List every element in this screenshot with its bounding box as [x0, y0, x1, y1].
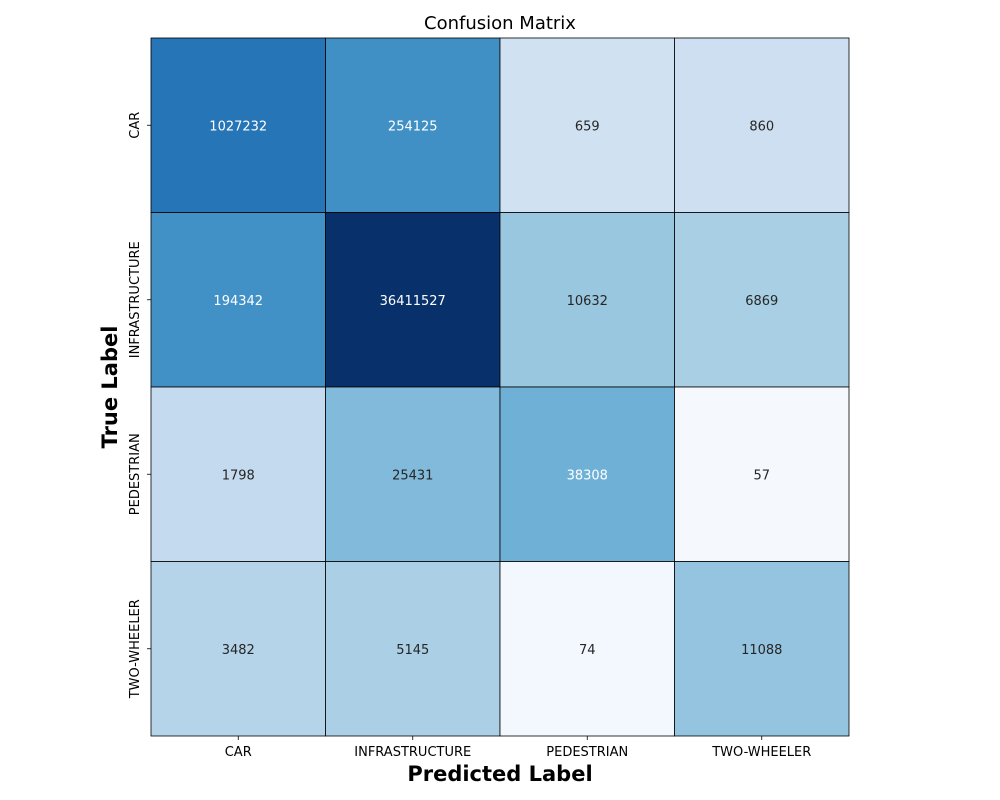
heatmap-cell — [674, 561, 850, 737]
cell-value-label: 5145 — [396, 643, 429, 658]
x-axis-ticks: CAR INFRASTRUCTURE PEDESTRIAN TWO-WHEELER — [225, 736, 811, 760]
cell-value-label: 38308 — [567, 468, 608, 483]
heatmap-cell — [325, 386, 501, 562]
cell-value-label: 3482 — [222, 643, 255, 658]
x-tick-label: INFRASTRUCTURE — [354, 745, 471, 760]
y-tick-label: CAR — [128, 112, 143, 139]
x-tick-label: CAR — [225, 745, 252, 760]
cell-value-label: 254125 — [388, 119, 438, 134]
cell-value-label: 6869 — [745, 294, 778, 309]
heatmap-cell — [674, 386, 850, 562]
y-tick-label: TWO-WHEELER — [128, 599, 143, 699]
heatmap-cell — [150, 212, 326, 388]
cell-value-label: 659 — [575, 119, 600, 134]
cell-value-label: 11088 — [741, 643, 782, 658]
heatmap-cell — [499, 561, 675, 737]
heatmap-cell — [499, 212, 675, 388]
heatmap-cell — [674, 37, 850, 213]
chart-title: Confusion Matrix — [424, 13, 576, 34]
cell-value-label: 1798 — [222, 468, 255, 483]
x-axis-label: Predicted Label — [407, 762, 592, 786]
heatmap-cell — [150, 561, 326, 737]
heatmap-cell — [325, 37, 501, 213]
y-tick-label: PEDESTRIAN — [128, 433, 143, 515]
cell-value-label: 25431 — [392, 468, 433, 483]
heatmap-cells: 1027232 254125 659 860 194342 36411527 10632 68… — [150, 37, 850, 737]
x-tick-label: TWO-WHEELER — [711, 745, 811, 760]
cell-value-label: 1027232 — [209, 119, 267, 134]
cell-value-label: 36411527 — [380, 294, 446, 309]
heatmap-cell — [499, 37, 675, 213]
y-axis-ticks: CAR INFRASTRUCTURE PEDESTRIAN TWO-WHEELER — [128, 112, 151, 699]
cell-value-label: 74 — [579, 643, 596, 658]
heatmap-cell — [150, 37, 326, 213]
heatmap-cell — [325, 561, 501, 737]
y-axis-label: True Label — [98, 326, 122, 449]
cell-value-label: 860 — [749, 119, 774, 134]
cell-value-label: 194342 — [213, 294, 263, 309]
heatmap-cell — [325, 212, 501, 388]
x-tick-label: PEDESTRIAN — [546, 745, 628, 760]
cell-value-label: 57 — [753, 468, 770, 483]
cell-value-label: 10632 — [567, 294, 608, 309]
y-tick-label: INFRASTRUCTURE — [128, 241, 143, 358]
heatmap-cell — [674, 212, 850, 388]
